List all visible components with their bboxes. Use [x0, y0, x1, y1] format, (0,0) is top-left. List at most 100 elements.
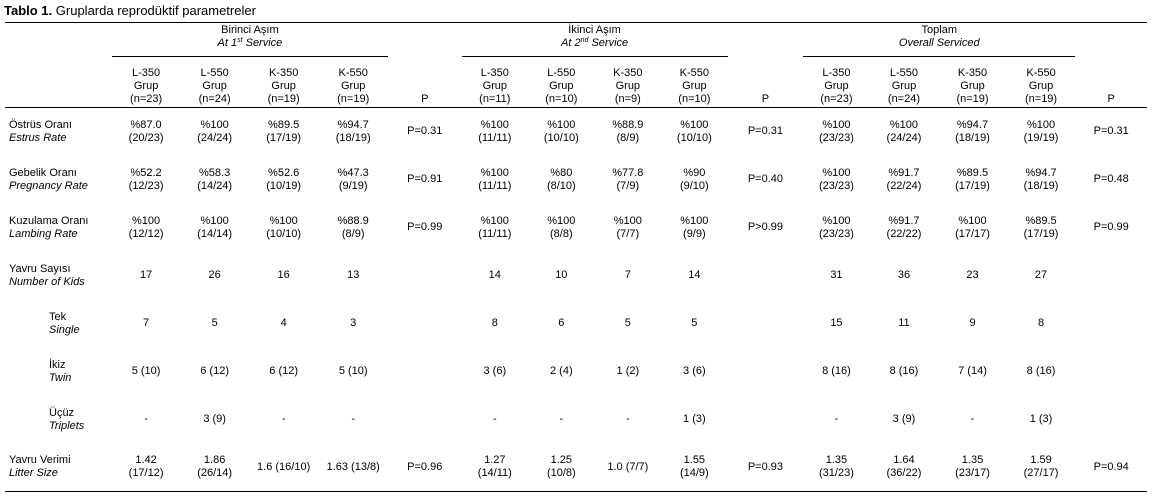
row-label-tr: Yavru Sayısı [9, 262, 71, 275]
cell-value: %100 [889, 118, 919, 131]
cell-value: 14 [488, 269, 501, 281]
group-title-en-pre: Overall Serviced [898, 37, 980, 49]
cell-value: %100 [269, 214, 298, 227]
row-label: İkiz Twin [5, 348, 112, 396]
column-header: K-350 Grup (n=9) [594, 56, 662, 108]
table-cell: %100 (17/17) [938, 204, 1007, 252]
column-group-n: (n=11) [479, 93, 511, 105]
cell-fraction: (27/17) [1023, 467, 1059, 480]
cell-value: P=0.31 [1093, 125, 1129, 138]
cell-fraction: (17/19) [955, 179, 990, 192]
cell-value: P=0.40 [747, 173, 783, 185]
cell-value: 9 [969, 317, 976, 329]
column-group-name: L-350 [132, 67, 161, 79]
cell-value: %91.7 [888, 166, 920, 179]
group-header-p-spacer [727, 22, 804, 57]
table-cell: 1.64 (36/22) [869, 443, 939, 492]
table-cell: %100 (10/10) [528, 108, 595, 156]
table-cell: 14 [462, 252, 529, 300]
cell-value: 1 (3) [683, 413, 706, 425]
table-cell: - [249, 396, 319, 444]
row-label: Kuzulama Oranı Lambing Rate [5, 204, 112, 252]
row-label-tr: Yavru Verimi [9, 454, 71, 467]
column-header: K-550 Grup (n=10) [661, 56, 728, 108]
cell-fraction: (12/23) [128, 179, 164, 192]
table-cell: %100 (11/11) [462, 204, 529, 252]
table-cell: 8 [462, 300, 529, 348]
cell-value: 1.6 (16/10) [257, 460, 311, 473]
cell-value: %100 [1026, 118, 1056, 131]
cell-value: 1.25 [550, 454, 573, 467]
cell-value: 1.55 [683, 454, 706, 467]
row-label-header [5, 56, 112, 108]
cell-fraction: (24/24) [197, 131, 233, 144]
cell-value: 8 (16) [1026, 365, 1056, 377]
table-cell: 31 [803, 252, 870, 300]
table-cell: 5 [661, 300, 728, 348]
cell-value: P=0.93 [747, 460, 783, 473]
row-label-tr: Üçüz [49, 406, 75, 419]
table-cell: 1 (2) [595, 348, 662, 396]
table-cell: 1.27 (14/11) [461, 443, 529, 492]
cell-value: 23 [966, 269, 979, 281]
column-header: L-350 Grup (n=23) [111, 56, 181, 108]
table-cell: 8 (16) [870, 348, 939, 396]
table-cell: %94.7 (18/19) [318, 108, 388, 156]
p-value-header: P [1075, 56, 1147, 108]
p-value-cell [728, 396, 804, 444]
table-cell: 11 [870, 300, 939, 348]
row-label-tr: Kuzulama Oranı [9, 214, 89, 227]
cell-value: 26 [208, 269, 221, 281]
cell-value: 1.27 [484, 454, 506, 467]
table-cell: %100 (11/11) [462, 108, 529, 156]
table-cell: %100 (24/24) [870, 108, 939, 156]
cell-fraction: (23/23) [819, 227, 854, 240]
column-group-n: (n=10) [678, 93, 711, 105]
cell-value: %100 [480, 166, 509, 179]
p-value-cell: P=0.91 [388, 156, 462, 204]
row-label-en: Litter Size [9, 467, 58, 480]
column-group-name: K-550 [679, 67, 710, 79]
cell-fraction: (11/11) [478, 227, 512, 240]
column-group-n: (n=23) [130, 93, 163, 105]
cell-value: %47.3 [337, 166, 369, 179]
table-cell: %100 (11/11) [462, 156, 529, 204]
table-cell: %88.9 (8/9) [595, 108, 662, 156]
cell-value: 5 (10) [338, 365, 368, 377]
column-group-word: Grup [340, 80, 366, 92]
table-cell: 1.25 (10/8) [528, 443, 595, 492]
cell-value: 7 [143, 317, 150, 329]
cell-value: P=0.96 [407, 460, 443, 473]
table-cell: 9 [938, 300, 1007, 348]
row-label: Gebelik Oranı Pregnancy Rate [5, 156, 112, 204]
group-header-3: Toplam Overall Serviced [803, 22, 1076, 57]
column-group-word: Grup [682, 80, 707, 92]
cell-value: %87.0 [130, 118, 162, 131]
column-group-word: Grup [824, 80, 849, 92]
cell-value: P=0.91 [407, 173, 443, 185]
cell-value: %100 [200, 214, 229, 227]
cell-value: - [351, 413, 356, 425]
cell-fraction: (7/7) [616, 227, 640, 240]
table-cell: 36 [870, 252, 939, 300]
cell-value: 1.59 [1030, 454, 1052, 467]
row-label: Yavru Verimi Litter Size [5, 443, 112, 492]
table-row: Üçüz Triplets - 3 (9) - - - - - 1 (3) - 3 (9) - 1 (3) [5, 396, 1147, 444]
cell-value: %94.7 [337, 118, 369, 131]
p-value-cell [388, 396, 462, 444]
column-header-row: L-350 Grup (n=23) L-550 Grup (n=24) K-350 Grup(… [5, 56, 1147, 108]
cell-value: %100 [547, 214, 576, 227]
p-value-cell: P=0.31 [1075, 108, 1147, 156]
table-cell: %100 (23/23) [803, 204, 870, 252]
cell-value: - [559, 413, 564, 425]
table-cell: - [528, 396, 595, 444]
table-cell: 1 (3) [1007, 396, 1076, 444]
cell-value: 6 (12) [269, 365, 299, 377]
cell-value: 31 [830, 269, 843, 281]
table-cell: 1.63 (13/8) [318, 443, 388, 492]
cell-value: %100 [613, 214, 642, 227]
cell-fraction: (9/10) [679, 179, 709, 192]
p-value-cell [1075, 396, 1147, 444]
cell-value: - [144, 413, 148, 425]
column-group-word: Grup [482, 80, 508, 92]
